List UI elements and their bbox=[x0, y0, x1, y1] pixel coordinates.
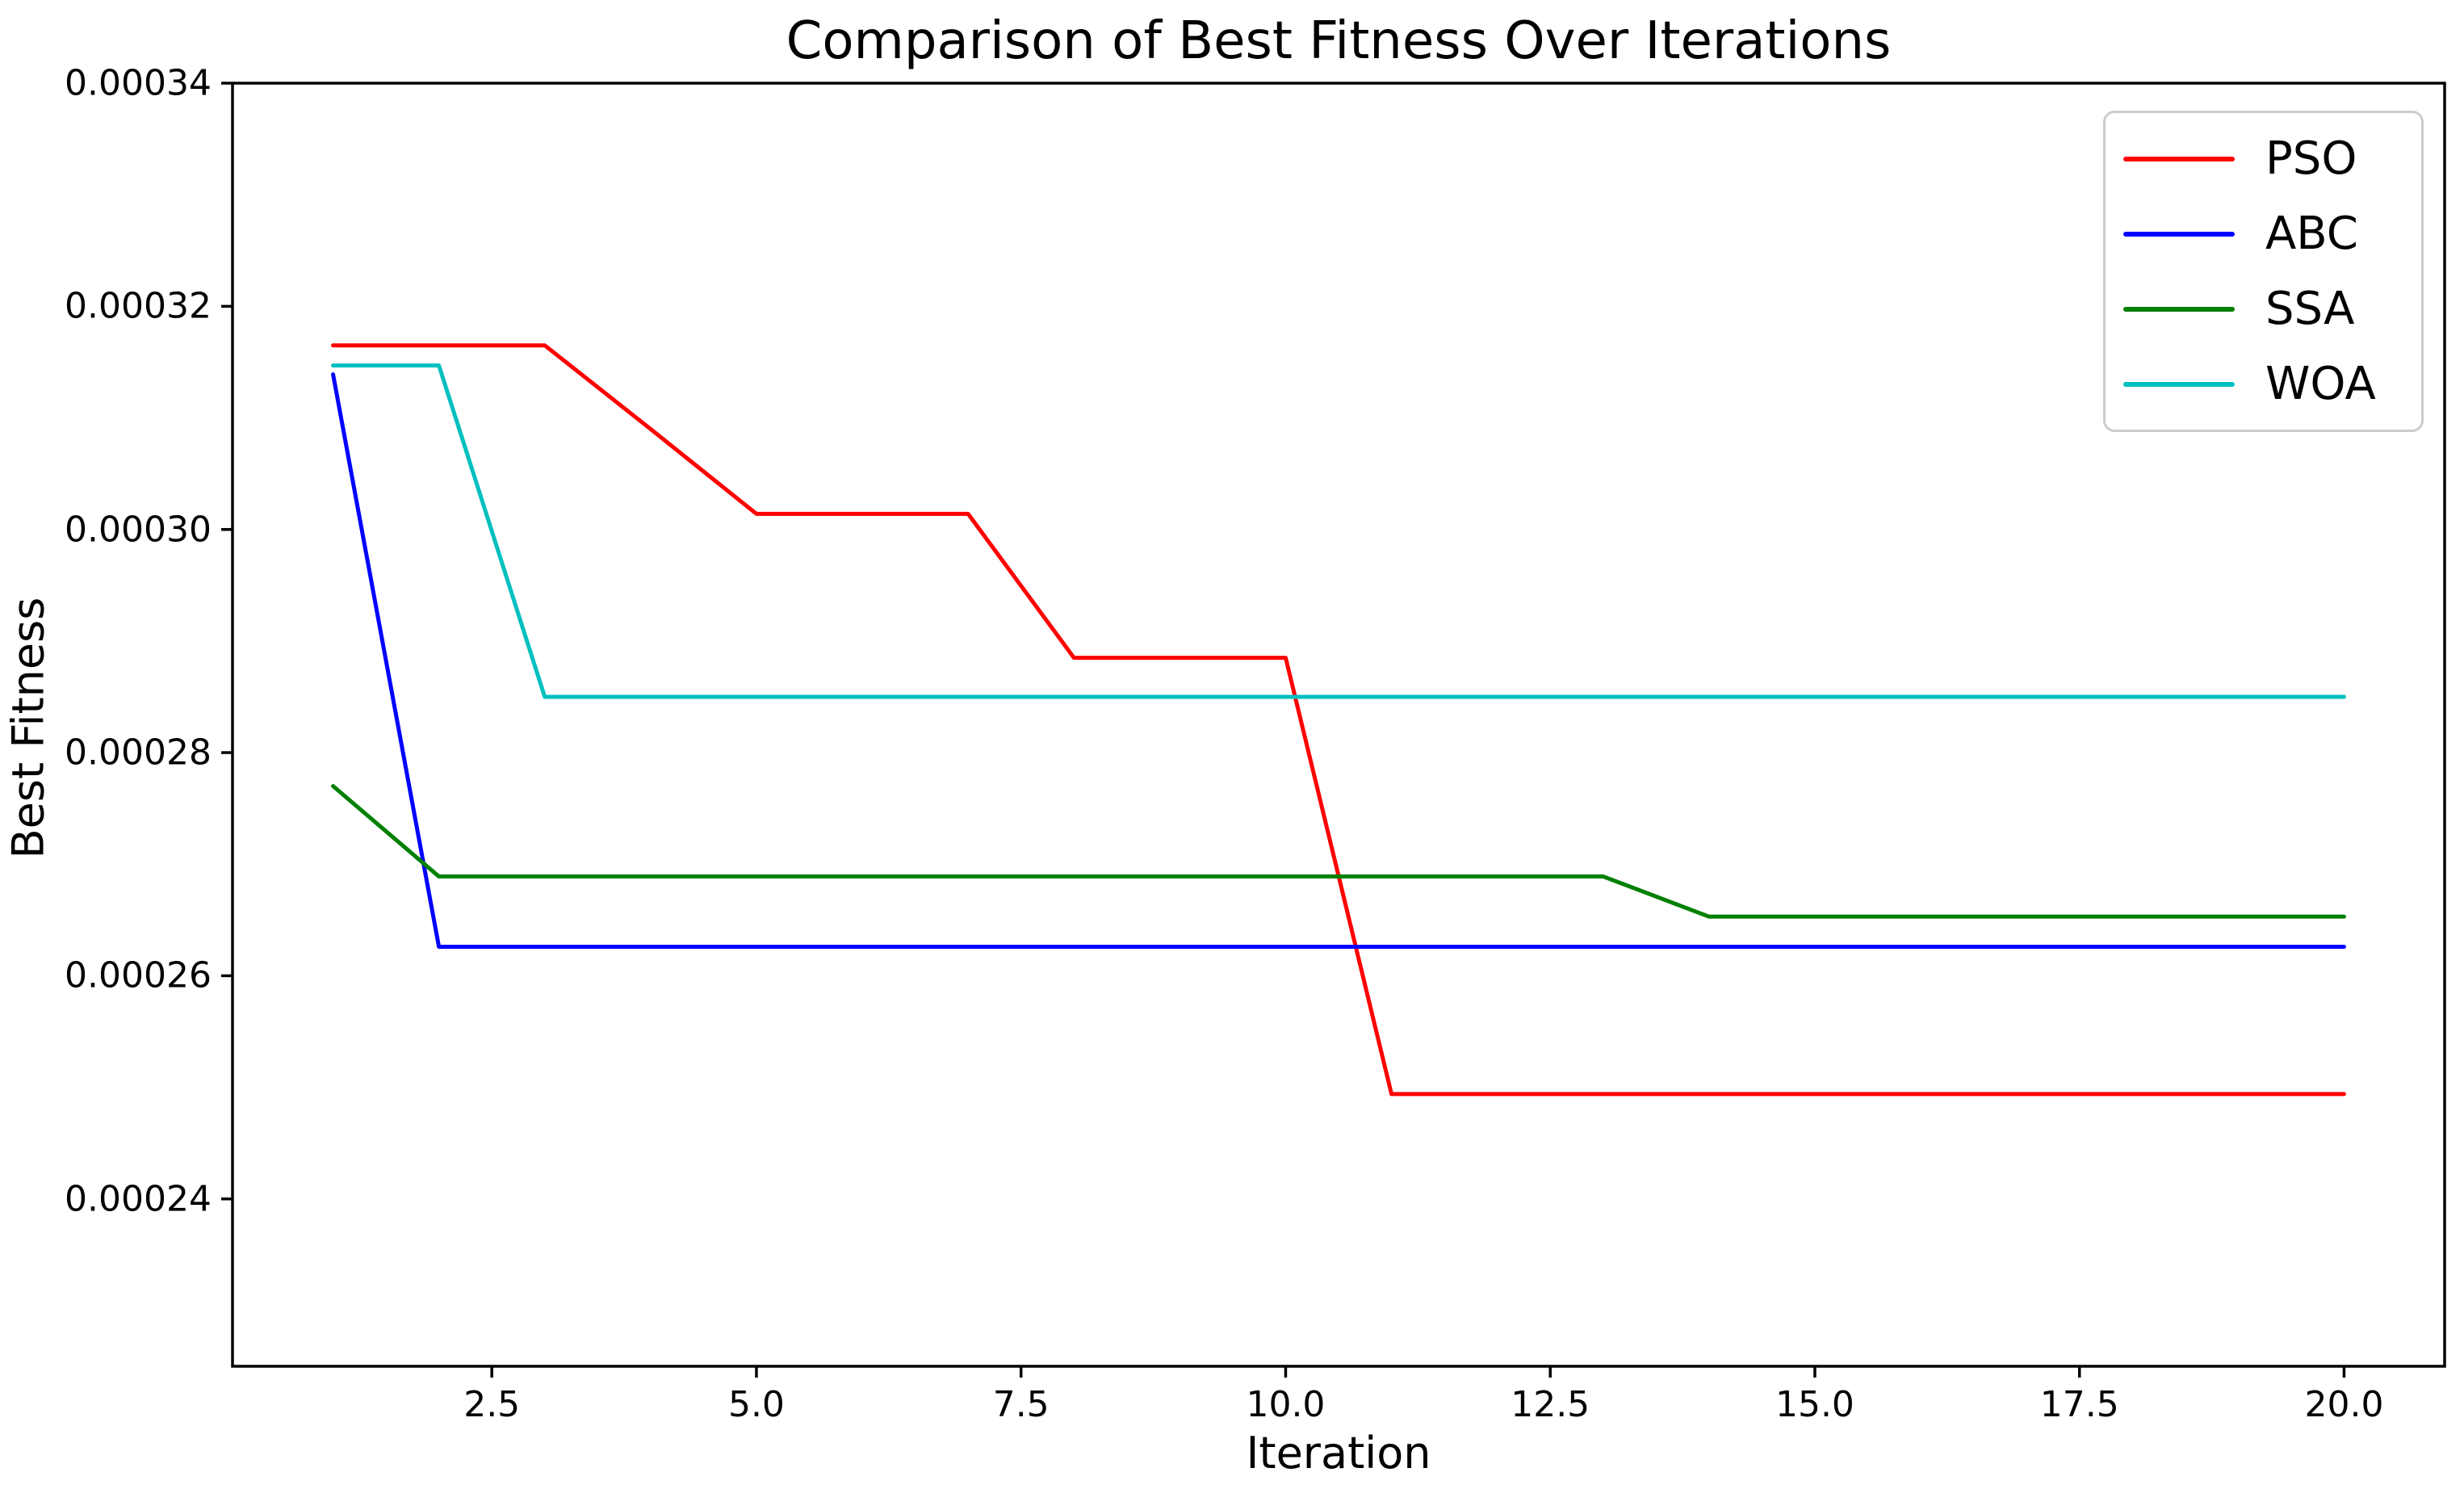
y-tick-label: 0.00026 bbox=[65, 954, 212, 996]
ssa-line-swatch bbox=[2123, 306, 2235, 312]
series-line-pso bbox=[331, 343, 2346, 1097]
pso-line-swatch bbox=[2123, 156, 2235, 161]
x-tick-label: 15.0 bbox=[1775, 1384, 1854, 1425]
y-tick-label: 0.00028 bbox=[65, 732, 212, 774]
series-line-abc bbox=[331, 372, 2346, 949]
x-tick-label: 17.5 bbox=[2039, 1384, 2119, 1425]
x-tick-label: 12.5 bbox=[1511, 1384, 1590, 1425]
legend-item-abc: ABC bbox=[2106, 198, 2421, 271]
x-tick-label: 2.5 bbox=[463, 1384, 521, 1425]
woa-line-swatch bbox=[2123, 381, 2235, 387]
series-line-ssa bbox=[331, 783, 2346, 919]
legend-label-pso: PSO bbox=[2265, 132, 2357, 185]
legend-item-pso: PSO bbox=[2106, 123, 2421, 195]
y-tick-label: 0.00032 bbox=[65, 285, 212, 327]
chart-title: Comparison of Best Fitness Over Iteratio… bbox=[786, 11, 1892, 71]
y-tick-label: 0.00034 bbox=[65, 62, 212, 104]
legend-label-abc: ABC bbox=[2265, 207, 2358, 260]
legend-item-ssa: SSA bbox=[2106, 273, 2421, 346]
y-tick-label: 0.00030 bbox=[65, 509, 212, 551]
x-axis-label: Iteration bbox=[1246, 1428, 1431, 1479]
x-tick-label: 5.0 bbox=[727, 1384, 785, 1425]
legend-label-ssa: SSA bbox=[2265, 282, 2355, 335]
y-tick-label: 0.00024 bbox=[65, 1178, 212, 1220]
abc-line-swatch bbox=[2123, 231, 2235, 237]
tick-marks bbox=[221, 82, 2346, 1378]
legend: PSO ABC SSA WOA bbox=[2103, 111, 2424, 432]
x-tick-label: 7.5 bbox=[992, 1384, 1050, 1425]
plot-border bbox=[231, 82, 2446, 1368]
legend-item-woa: WOA bbox=[2106, 348, 2421, 421]
x-tick-label: 20.0 bbox=[2304, 1384, 2384, 1425]
series-lines bbox=[331, 343, 2346, 1097]
y-axis-label: Best Fitness bbox=[2, 597, 54, 859]
x-tick-label: 10.0 bbox=[1246, 1384, 1326, 1425]
series-line-woa bbox=[331, 363, 2346, 699]
legend-label-woa: WOA bbox=[2265, 357, 2376, 410]
